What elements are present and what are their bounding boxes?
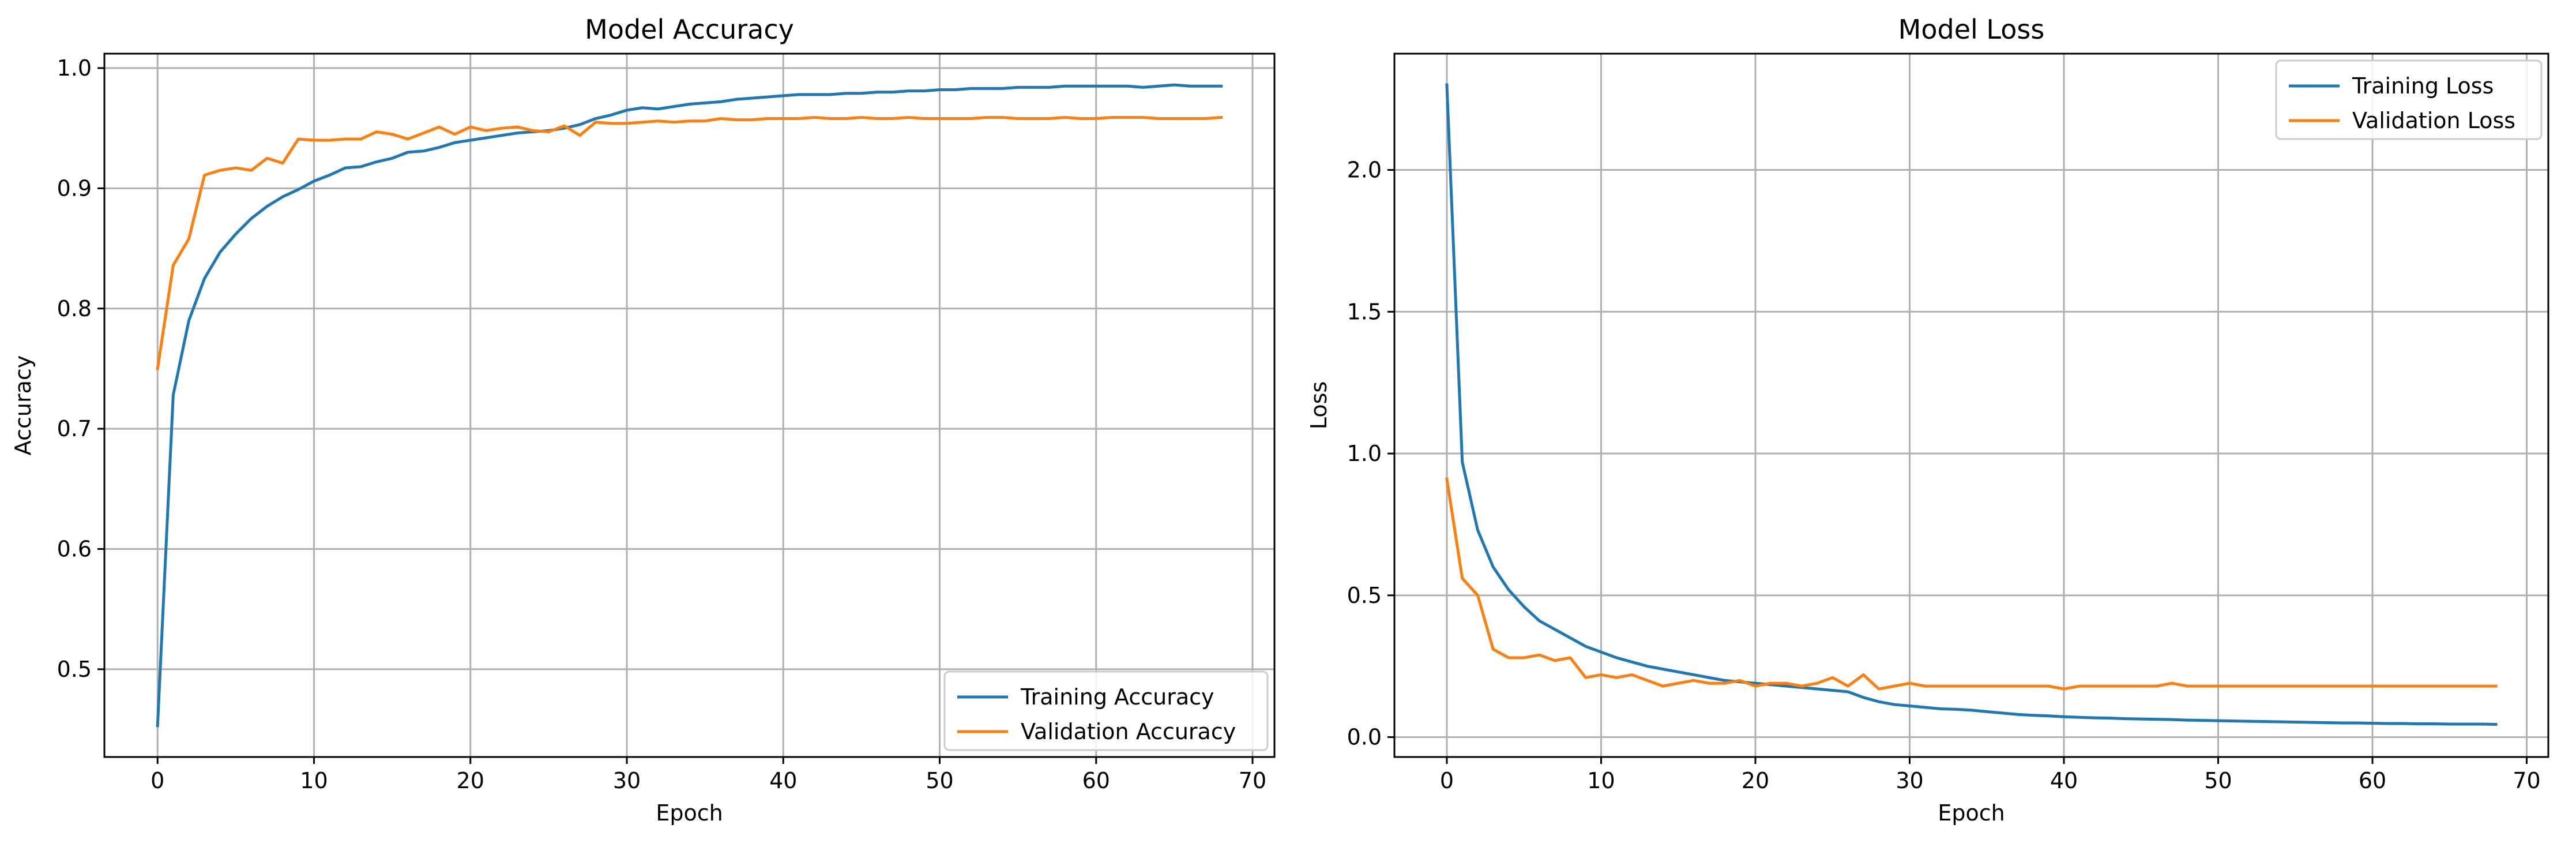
x-tick-label: 0 <box>1440 768 1454 793</box>
series-line-training-accuracy <box>156 83 1223 728</box>
y-tick-label: 0.0 <box>1347 725 1382 750</box>
x-tick-label: 0 <box>151 768 164 793</box>
legend-label: Validation Loss <box>2352 108 2515 133</box>
x-tick-label: 10 <box>1587 768 1615 793</box>
x-tick-label: 30 <box>613 768 641 793</box>
legend-box <box>2275 59 2543 140</box>
chart-panel-loss: 0 10 20 30 40 50 60 70 0.0 0.5 1.0 1.5 2.0 Model Loss… <box>1306 14 2549 826</box>
x-tick-label: 20 <box>1742 768 1769 793</box>
plot-frame <box>1393 53 2549 758</box>
legend-box <box>943 670 1269 751</box>
legend-label: Training Accuracy <box>1020 684 1214 710</box>
x-tick-label: 60 <box>2359 768 2386 793</box>
legend: Training Accuracy Validation Accuracy <box>943 670 1269 751</box>
x-tick-label: 50 <box>2204 768 2232 793</box>
y-tick-label: 2.0 <box>1347 158 1382 183</box>
x-axis-label: Epoch <box>1938 800 2005 826</box>
series-line-validation-loss <box>1445 477 2498 691</box>
x-tick-label: 40 <box>2050 768 2078 793</box>
y-tick-label: 0.5 <box>57 657 92 682</box>
x-tick-label: 30 <box>1896 768 1923 793</box>
chart-title: Model Loss <box>1898 14 2045 45</box>
y-tick-label: 0.7 <box>57 416 92 441</box>
x-tick-label: 70 <box>1239 768 1266 793</box>
x-tick-label: 10 <box>300 768 328 793</box>
x-tick-label: 60 <box>1082 768 1110 793</box>
x-tick-label: 50 <box>926 768 953 793</box>
x-tick-label: 40 <box>769 768 797 793</box>
y-tick-label: 1.0 <box>1347 441 1382 466</box>
x-tick-label: 70 <box>2513 768 2540 793</box>
x-tick-label: 20 <box>457 768 484 793</box>
x-axis-label: Epoch <box>656 800 723 826</box>
y-tick-label: 0.5 <box>1347 583 1382 608</box>
legend-label: Training Loss <box>2352 73 2494 99</box>
series-line-validation-accuracy <box>156 115 1223 370</box>
y-tick-label: 1.0 <box>57 55 92 81</box>
y-tick-label: 0.6 <box>57 537 92 562</box>
y-tick-label: 1.5 <box>1347 299 1382 324</box>
y-tick-label: 0.8 <box>57 296 92 321</box>
plot-frame <box>103 53 1276 758</box>
legend: Training Loss Validation Loss <box>2275 59 2543 140</box>
y-tick-label: 0.9 <box>57 175 92 201</box>
y-axis-label: Accuracy <box>10 355 36 456</box>
series-line-training-loss <box>1445 83 2498 726</box>
chart-panel-accuracy: 0 10 20 30 40 50 60 70 0.5 0.6 0.7 0.8 0.9 1.0 Model A… <box>10 14 1276 826</box>
y-axis-label: Loss <box>1306 381 1332 429</box>
legend-label: Validation Accuracy <box>1021 719 1236 744</box>
chart-title: Model Accuracy <box>585 14 794 45</box>
